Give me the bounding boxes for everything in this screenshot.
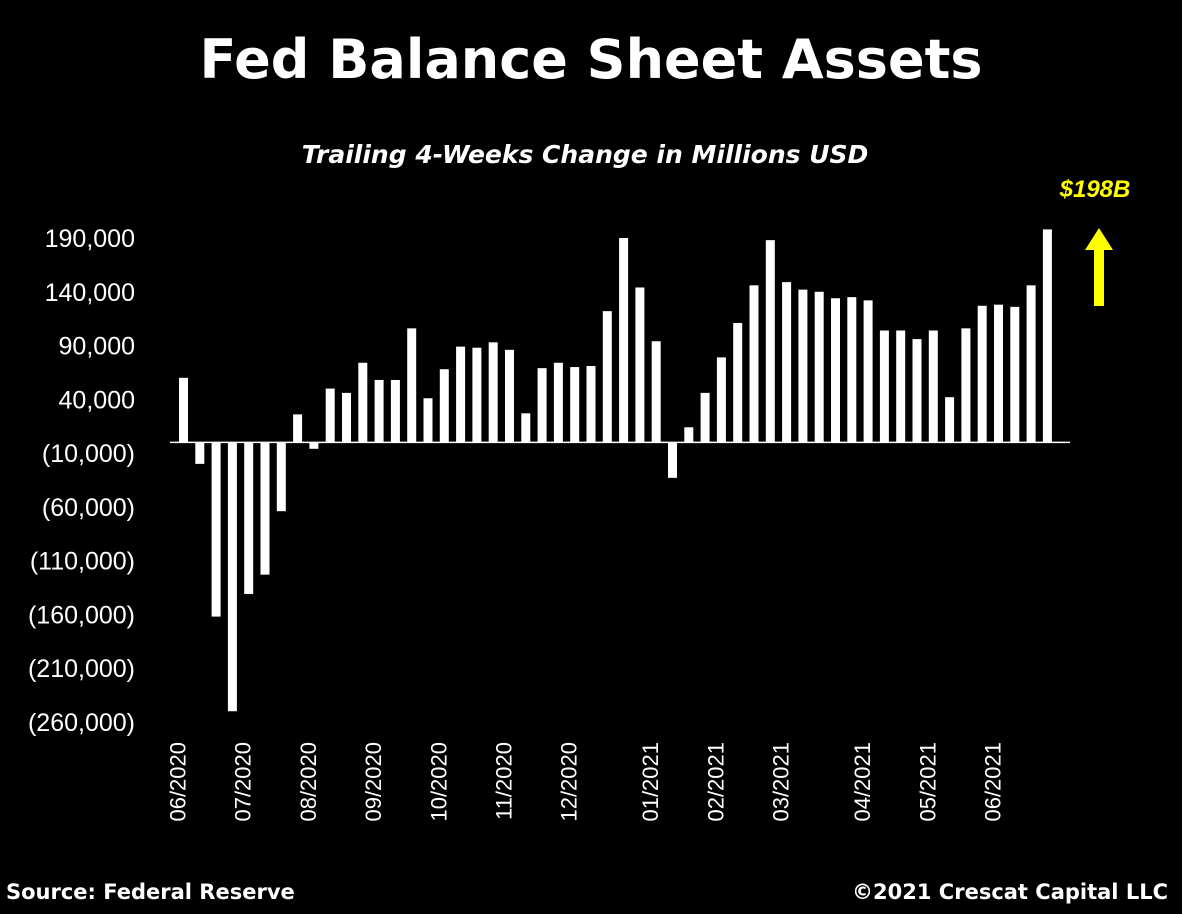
- bar: [749, 285, 759, 443]
- chart-subtitle: Trailing 4-Weeks Change in Millions USD: [301, 140, 869, 169]
- bar: [521, 413, 531, 443]
- callout-label: $198B: [1059, 176, 1131, 203]
- bar: [945, 397, 955, 443]
- bar: [733, 322, 743, 443]
- bar: [456, 346, 466, 443]
- bar: [293, 414, 303, 443]
- bar: [553, 362, 563, 443]
- bar: [390, 379, 400, 443]
- bars: [179, 229, 1052, 712]
- x-tick-label: 12/2020: [557, 742, 582, 822]
- bar: [1042, 229, 1052, 443]
- bar: [700, 392, 710, 443]
- y-tick-label: 140,000: [45, 279, 135, 307]
- bar: [570, 367, 580, 443]
- bar: [928, 330, 938, 443]
- bar: [260, 442, 270, 575]
- bar: [879, 330, 889, 443]
- bar: [439, 369, 449, 443]
- bar: [765, 240, 775, 443]
- callout-annotation: $198B: [1059, 176, 1131, 306]
- bar: [211, 442, 221, 617]
- bar: [342, 392, 351, 443]
- bar: [227, 442, 237, 712]
- chart-title: Fed Balance Sheet Assets: [199, 28, 983, 91]
- x-tick-label: 04/2021: [850, 742, 875, 822]
- bar: [505, 349, 514, 443]
- x-tick-label: 09/2020: [361, 742, 386, 822]
- bar: [179, 377, 188, 443]
- y-tick-label: 40,000: [59, 386, 135, 414]
- bar: [619, 238, 629, 443]
- bar: [358, 362, 368, 443]
- bar: [602, 311, 612, 443]
- x-axis-labels: 06/2020 07/2020 08/2020 09/2020 10/2020 11/20…: [166, 742, 1006, 822]
- y-axis-labels: 190,000 140,000 90,000 40,000 (10,000) (60,00…: [28, 225, 135, 737]
- x-tick-label: 07/2020: [231, 742, 256, 822]
- x-tick-label: 02/2021: [703, 742, 728, 822]
- bar: [994, 304, 1003, 443]
- source-note: Source: Federal Reserve: [6, 880, 295, 904]
- bar: [782, 282, 792, 443]
- x-tick-label: 10/2020: [426, 742, 451, 822]
- bar: [195, 442, 205, 464]
- bar: [651, 341, 661, 443]
- x-tick-label: 11/2020: [492, 742, 517, 820]
- bar: [423, 398, 433, 443]
- bar: [831, 298, 840, 443]
- bar: [635, 287, 645, 443]
- y-tick-label: 90,000: [59, 333, 135, 361]
- x-tick-label: 06/2020: [166, 742, 191, 822]
- bar: [325, 388, 335, 443]
- bar: [863, 300, 873, 443]
- y-tick-label: (260,000): [28, 709, 135, 737]
- bar: [798, 289, 808, 443]
- bar: [912, 339, 922, 443]
- bar: [244, 442, 254, 595]
- x-tick-label: 06/2021: [981, 742, 1006, 822]
- bar: [977, 305, 987, 443]
- bar: [684, 427, 694, 443]
- bar: [1010, 306, 1020, 443]
- bar: [488, 342, 498, 443]
- bar: [896, 330, 906, 443]
- y-tick-label: (160,000): [28, 601, 135, 629]
- x-tick-label: 01/2021: [638, 742, 663, 822]
- bar: [668, 442, 677, 478]
- bar: [537, 368, 547, 443]
- bar: [1026, 285, 1036, 443]
- copyright-note: ©2021 Crescat Capital LLC: [852, 880, 1168, 904]
- bar: [472, 347, 482, 443]
- y-tick-label: (210,000): [28, 655, 135, 683]
- x-tick-label: 08/2020: [296, 742, 321, 822]
- bar: [716, 357, 726, 443]
- bar: [847, 297, 857, 443]
- x-tick-label: 03/2021: [769, 742, 794, 822]
- up-arrow-icon: [1085, 228, 1113, 306]
- bar: [961, 328, 971, 443]
- y-tick-label: (110,000): [30, 548, 135, 576]
- bar: [374, 379, 384, 443]
- bar: [814, 291, 824, 443]
- bar: [586, 365, 596, 443]
- bar: [407, 328, 417, 443]
- y-tick-label: (10,000): [42, 440, 135, 468]
- y-tick-label: (60,000): [42, 494, 135, 522]
- bar: [309, 442, 319, 449]
- bar: [276, 442, 286, 512]
- y-tick-label: 190,000: [45, 225, 135, 253]
- x-tick-label: 05/2021: [915, 742, 940, 822]
